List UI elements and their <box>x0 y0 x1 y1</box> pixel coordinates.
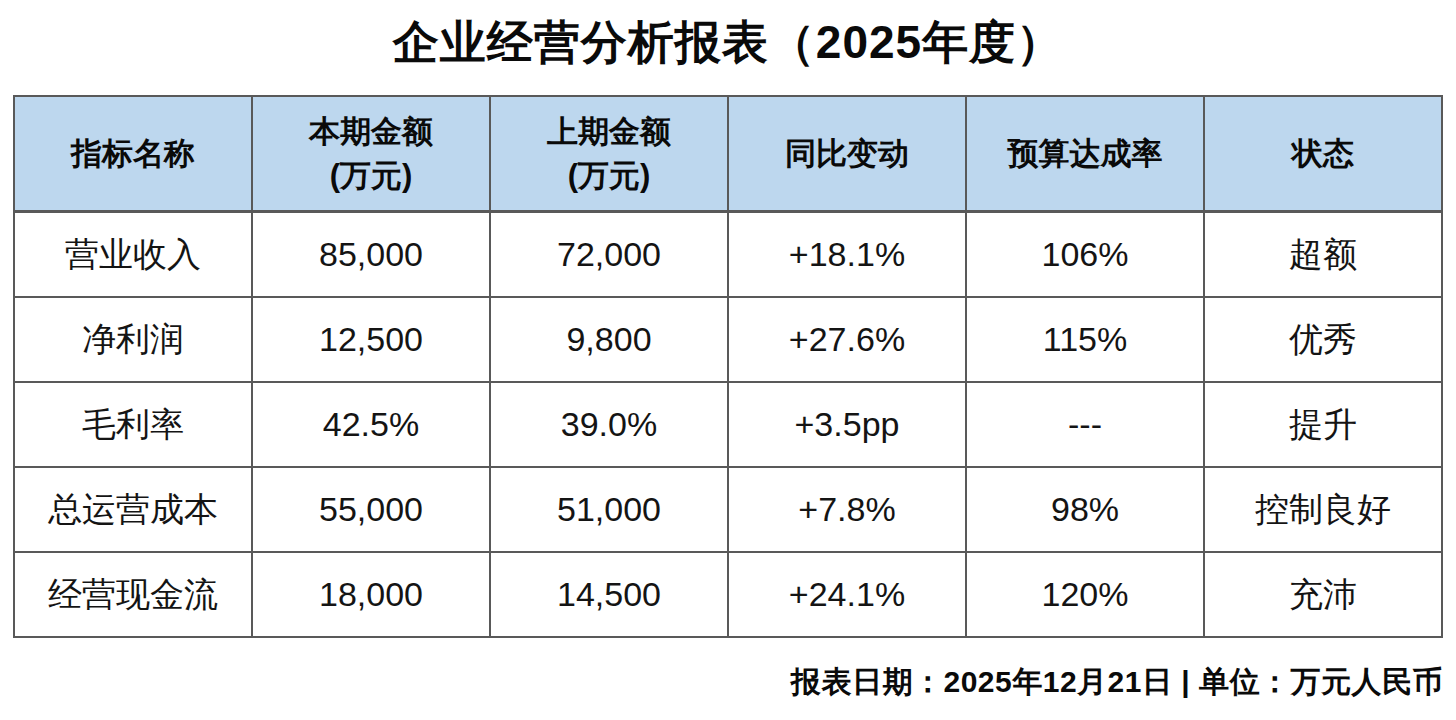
table-cell: 营业收入 <box>14 212 252 298</box>
table-cell: 12,500 <box>252 297 490 382</box>
column-header: 预算达成率 <box>966 96 1204 212</box>
table-cell: +27.6% <box>728 297 966 382</box>
table-cell: 98% <box>966 467 1204 552</box>
table-cell: 超额 <box>1204 212 1442 298</box>
table-row: 毛利率42.5%39.0%+3.5pp---提升 <box>14 382 1442 467</box>
table-header-row: 指标名称本期金额 (万元)上期金额 (万元)同比变动预算达成率状态 <box>14 96 1442 212</box>
table-cell: +18.1% <box>728 212 966 298</box>
table-cell: 控制良好 <box>1204 467 1442 552</box>
header-row: 指标名称本期金额 (万元)上期金额 (万元)同比变动预算达成率状态 <box>14 96 1442 212</box>
table-cell: +3.5pp <box>728 382 966 467</box>
table-cell: 提升 <box>1204 382 1442 467</box>
table-body: 营业收入85,00072,000+18.1%106%超额净利润12,5009,8… <box>14 212 1442 638</box>
table-row: 总运营成本55,00051,000+7.8%98%控制良好 <box>14 467 1442 552</box>
table-cell: 106% <box>966 212 1204 298</box>
table-cell: 85,000 <box>252 212 490 298</box>
table-cell: 净利润 <box>14 297 252 382</box>
report-footer-note: 报表日期：2025年12月21日 | 单位：万元人民币 <box>791 662 1443 703</box>
column-header: 同比变动 <box>728 96 966 212</box>
table-cell: 72,000 <box>490 212 728 298</box>
report-table: 指标名称本期金额 (万元)上期金额 (万元)同比变动预算达成率状态 营业收入85… <box>13 95 1443 638</box>
table-cell: 39.0% <box>490 382 728 467</box>
table-cell: 9,800 <box>490 297 728 382</box>
table-cell: 115% <box>966 297 1204 382</box>
table-cell: 优秀 <box>1204 297 1442 382</box>
table-cell: --- <box>966 382 1204 467</box>
column-header: 上期金额 (万元) <box>490 96 728 212</box>
table-cell: +24.1% <box>728 552 966 637</box>
table-cell: 18,000 <box>252 552 490 637</box>
table-cell: 毛利率 <box>14 382 252 467</box>
report-page: 企业经营分析报表（2025年度） 指标名称本期金额 (万元)上期金额 (万元)同… <box>0 0 1456 720</box>
column-header: 本期金额 (万元) <box>252 96 490 212</box>
table-cell: +7.8% <box>728 467 966 552</box>
table-cell: 经营现金流 <box>14 552 252 637</box>
table-cell: 总运营成本 <box>14 467 252 552</box>
table-cell: 42.5% <box>252 382 490 467</box>
column-header: 指标名称 <box>14 96 252 212</box>
table-cell: 充沛 <box>1204 552 1442 637</box>
table-cell: 55,000 <box>252 467 490 552</box>
table-row: 净利润12,5009,800+27.6%115%优秀 <box>14 297 1442 382</box>
table-row: 营业收入85,00072,000+18.1%106%超额 <box>14 212 1442 298</box>
column-header: 状态 <box>1204 96 1442 212</box>
table-row: 经营现金流18,00014,500+24.1%120%充沛 <box>14 552 1442 637</box>
table-cell: 14,500 <box>490 552 728 637</box>
page-title: 企业经营分析报表（2025年度） <box>0 12 1456 74</box>
table-cell: 51,000 <box>490 467 728 552</box>
table-cell: 120% <box>966 552 1204 637</box>
